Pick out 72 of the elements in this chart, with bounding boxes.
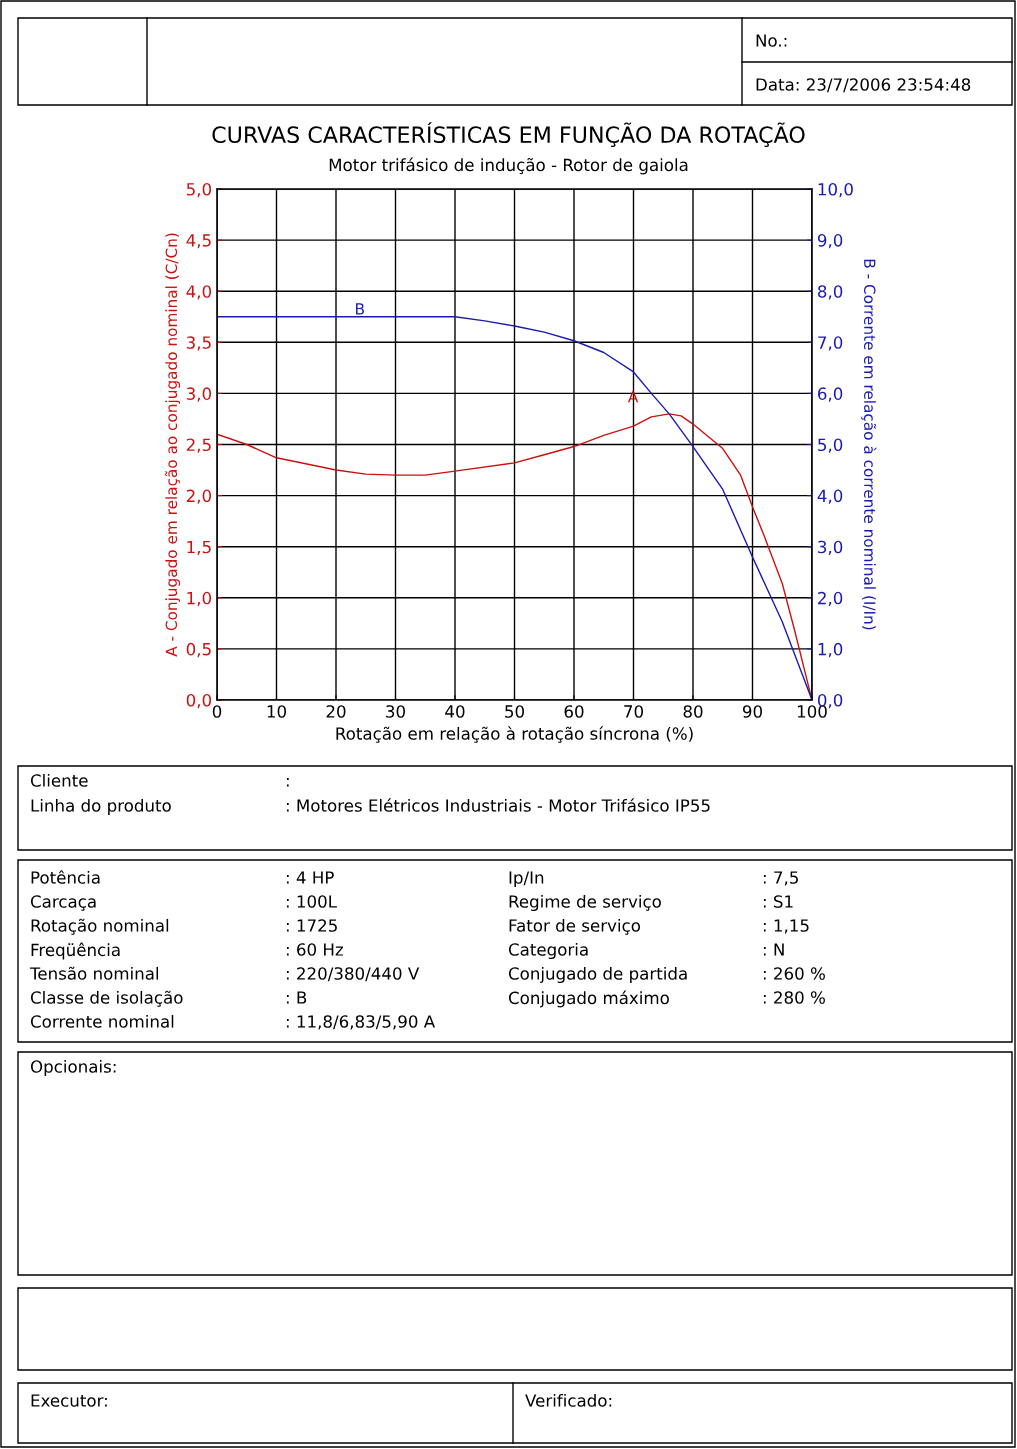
text: : 1725 bbox=[286, 919, 337, 932]
y2-tick-label: 6,0 bbox=[818, 387, 843, 402]
y-tick-label: 4,0 bbox=[186, 285, 212, 300]
text: Ip/In bbox=[509, 871, 544, 888]
text: : S1 bbox=[763, 895, 793, 908]
text: Categoria bbox=[508, 942, 588, 960]
text: : 7,5 bbox=[763, 871, 798, 886]
text: : 4 HP bbox=[286, 871, 334, 884]
series-label: B bbox=[356, 303, 364, 315]
text: : 60 Hz bbox=[286, 943, 343, 956]
text: Tensão nominal bbox=[29, 966, 159, 980]
y-tick-label: 0,0 bbox=[186, 693, 212, 709]
x-tick-label: 70 bbox=[624, 705, 643, 718]
y2-tick-label: 3,0 bbox=[818, 540, 843, 555]
text: Data: 23/7/2006 23:54:48 bbox=[756, 78, 971, 93]
text: Conjugado de partida bbox=[508, 966, 687, 984]
text: : 1,15 bbox=[763, 919, 809, 934]
x-tick-label: 0 bbox=[212, 705, 222, 718]
text: Linha do produto bbox=[31, 798, 171, 816]
text: Fator de serviço bbox=[509, 918, 641, 935]
y2-axis-title: B - Corrente em relação à corrente nominal (I/In) bbox=[861, 259, 877, 630]
y-tick-label: 4,5 bbox=[186, 234, 211, 249]
y-tick-label: 3,5 bbox=[186, 336, 211, 351]
text: Regime de serviço bbox=[509, 894, 661, 912]
y2-tick-label: 2,0 bbox=[818, 591, 843, 607]
x-tick-label: 10 bbox=[267, 705, 286, 718]
x-tick-label: 80 bbox=[683, 705, 703, 718]
y-tick-label: 2,5 bbox=[186, 438, 211, 453]
text: : 100L bbox=[286, 895, 337, 908]
y-tick-label: 2,0 bbox=[186, 489, 212, 504]
text: : 280 % bbox=[763, 991, 825, 1004]
y-tick-label: 0,5 bbox=[186, 642, 211, 658]
text: Verificado: bbox=[525, 1393, 612, 1407]
x-tick-label: 30 bbox=[386, 705, 405, 718]
y2-tick-label: 1,0 bbox=[818, 642, 843, 658]
y2-tick-label: 4,0 bbox=[817, 489, 843, 504]
chart-subtitle: Motor trifásico de indução - Rotor de gaiola bbox=[329, 157, 688, 175]
text: Potência bbox=[31, 870, 100, 884]
text: : B bbox=[286, 991, 307, 1004]
text: Carcaça bbox=[30, 895, 96, 911]
text: Classe de isolação bbox=[30, 990, 183, 1007]
y2-tick-label: 8,0 bbox=[817, 285, 843, 300]
text: No.: bbox=[756, 34, 787, 47]
y2-tick-label: 5,0 bbox=[818, 438, 843, 453]
x-axis-title: Rotação em relação à rotação síncrona (%) bbox=[336, 726, 693, 743]
text: : 220/380/440 V bbox=[286, 967, 420, 982]
y-axis-title: A - Conjugado em relação ao conjugado nominal (C/Cn) bbox=[165, 233, 181, 657]
text: Corrente nominal bbox=[30, 1014, 174, 1028]
y-tick-label: 5,0 bbox=[186, 182, 212, 198]
x-tick-label: 40 bbox=[445, 705, 465, 718]
y-tick-label: 3,0 bbox=[186, 387, 212, 402]
text: Rotação nominal bbox=[31, 918, 169, 935]
text: : 260 % bbox=[763, 967, 825, 980]
x-tick-label: 20 bbox=[326, 705, 346, 718]
y2-tick-label: 10,0 bbox=[818, 182, 853, 198]
x-tick-label: 60 bbox=[564, 705, 584, 718]
chart-title: CURVAS CARACTERÍSTICAS EM FUNÇÃO DA ROTAÇÃO bbox=[212, 122, 805, 148]
text: Conjugado máximo bbox=[508, 990, 669, 1008]
y-tick-label: 1,0 bbox=[187, 591, 212, 607]
text: Executor: bbox=[31, 1394, 107, 1407]
text: Opcionais: bbox=[30, 1059, 116, 1077]
x-tick-label: 50 bbox=[505, 705, 524, 718]
text: : N bbox=[763, 943, 784, 956]
text: : Motores Elétricos Industriais - Motor Trifásico IP55 bbox=[286, 798, 710, 812]
text: Cliente bbox=[30, 773, 88, 787]
text: Freqüência bbox=[31, 942, 120, 960]
y-tick-label: 1,5 bbox=[187, 540, 211, 555]
text: : 11,8/6,83/5,90 A bbox=[286, 1015, 436, 1030]
y2-tick-label: 7,0 bbox=[818, 336, 843, 351]
x-tick-label: 90 bbox=[742, 705, 762, 718]
text: : bbox=[286, 777, 289, 787]
y2-tick-label: 9,0 bbox=[817, 234, 843, 249]
